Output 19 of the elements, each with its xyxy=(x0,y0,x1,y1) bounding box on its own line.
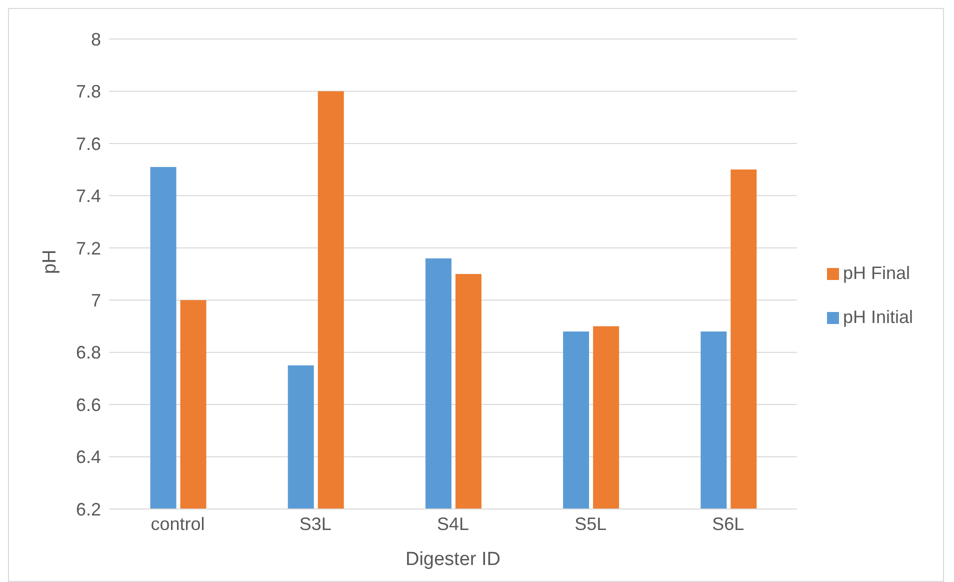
x-tick-label: S3L xyxy=(299,514,332,534)
y-tick-label: 6.6 xyxy=(76,394,101,415)
y-tick-label: 7.4 xyxy=(76,186,101,206)
x-tick-label: S6L xyxy=(712,514,744,534)
y-axis-title: pH xyxy=(40,250,61,274)
x-axis-title: Digester ID xyxy=(405,549,500,570)
y-tick-label: 6.2 xyxy=(76,499,101,520)
y-tick-label: 8 xyxy=(90,29,101,50)
y-tick-label: 6.8 xyxy=(76,342,101,363)
y-tick-label: 7 xyxy=(90,290,101,310)
y-tick-label: 7.2 xyxy=(76,238,101,258)
x-tick-label: S5L xyxy=(574,514,607,534)
y-tick-label: 7.6 xyxy=(76,134,101,154)
y-tick-label: 7.8 xyxy=(76,82,101,102)
x-tick-label: control xyxy=(150,514,205,534)
legend-label: pH Initial xyxy=(842,307,913,327)
y-tick-label: 6.4 xyxy=(76,447,101,468)
legend-label: pH Final xyxy=(842,263,910,283)
x-tick-label: S4L xyxy=(436,514,469,534)
